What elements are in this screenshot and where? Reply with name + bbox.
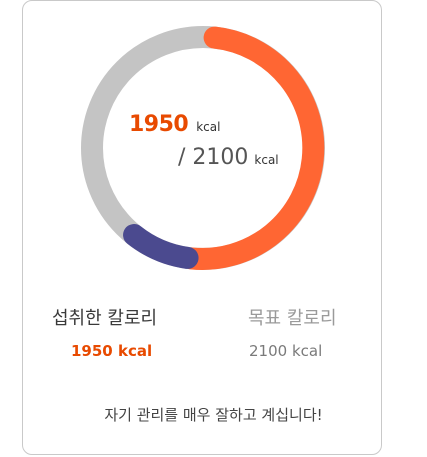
- calorie-card: [22, 0, 382, 455]
- center-consumed: 1950 kcal: [129, 112, 220, 137]
- center-consumed-unit: kcal: [196, 120, 221, 134]
- consumed-calories-label: 섭취한 칼로리: [52, 308, 158, 329]
- status-message: 자기 관리를 매우 잘하고 계십니다!: [104, 406, 323, 424]
- ring-consumed-arc: [180, 26, 325, 270]
- ring-extra-arc: [123, 223, 199, 269]
- center-goal-unit: kcal: [254, 153, 279, 167]
- calorie-donut-chart: [81, 26, 325, 270]
- goal-calories-value: 2100 kcal: [249, 342, 323, 360]
- center-consumed-value: 1950: [129, 112, 189, 137]
- center-goal: / 2100 kcal: [178, 145, 279, 170]
- center-goal-value: / 2100: [178, 145, 249, 170]
- goal-calories-label: 목표 칼로리: [248, 308, 337, 329]
- consumed-calories-value: 1950 kcal: [71, 342, 153, 360]
